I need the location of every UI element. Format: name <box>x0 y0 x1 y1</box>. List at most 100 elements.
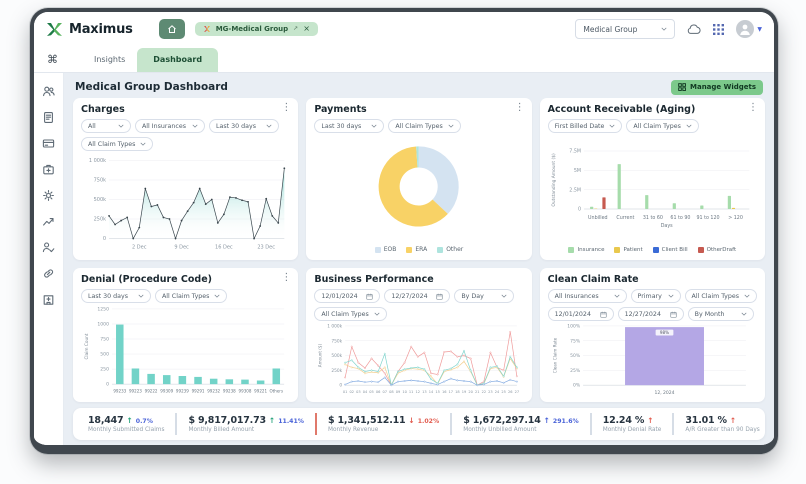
svg-text:99232: 99232 <box>207 389 220 394</box>
legend-item-eob[interactable]: EOB <box>374 246 396 253</box>
svg-text:15: 15 <box>436 390 441 394</box>
svg-text:250: 250 <box>100 367 109 373</box>
chevron-down-icon <box>448 124 454 128</box>
charges-chart[interactable]: 0 250k 500k 750k 1 000k 2 Dec 9 Dec 16 Dec 23 De… <box>81 151 290 254</box>
svg-text:31 to 60: 31 to 60 <box>643 215 663 221</box>
svg-text:1250: 1250 <box>97 307 109 313</box>
ar-aging-chart[interactable]: 0 2.5M 5M 7.5M Unbilled Current 31 to 60 61 to … <box>548 133 757 245</box>
user-check-icon[interactable] <box>42 241 55 254</box>
tab-insights[interactable]: Insights <box>94 54 126 64</box>
kebab-menu-icon[interactable]: ⋮ <box>281 272 292 283</box>
charges-filter-insurances[interactable]: All Insurances <box>135 119 205 133</box>
manage-widgets-button[interactable]: Manage Widgets <box>671 79 763 95</box>
denial-filter-claim-types[interactable]: All Claim Types <box>155 289 228 303</box>
svg-text:99223: 99223 <box>129 389 142 394</box>
legend-item-otherdraft[interactable]: OtherDraft <box>697 247 736 253</box>
document-icon[interactable] <box>42 111 55 124</box>
payments-filter-claim-types[interactable]: All Claim Types <box>388 119 461 133</box>
svg-text:2.5M: 2.5M <box>569 187 581 193</box>
kebab-menu-icon[interactable]: ⋮ <box>747 102 758 113</box>
payments-filters: Last 30 days All Claim Types <box>314 119 523 133</box>
svg-text:5M: 5M <box>574 168 581 174</box>
svg-text:02: 02 <box>350 390 355 394</box>
denial-filter-range[interactable]: Last 30 days <box>81 289 151 303</box>
chevron-down-icon <box>501 294 507 298</box>
settings-icon[interactable] <box>42 189 55 202</box>
apps-grid-button[interactable] <box>713 23 725 35</box>
svg-text:0: 0 <box>106 382 109 388</box>
user-avatar[interactable] <box>736 20 755 38</box>
svg-text:19: 19 <box>462 390 467 394</box>
legend-item-other[interactable]: Other <box>437 246 463 253</box>
svg-text:0%: 0% <box>573 383 581 389</box>
charges-filter-scope[interactable]: All <box>81 119 131 133</box>
ccr-date-from-input[interactable]: 12/01/2024 <box>547 307 614 321</box>
svg-text:61 to 90: 61 to 90 <box>670 215 690 221</box>
bp-filter-claim-types[interactable]: All Claim Types <box>314 307 387 321</box>
svg-text:21: 21 <box>475 390 480 394</box>
cloud-sync-button[interactable] <box>687 24 701 35</box>
svg-text:11: 11 <box>409 390 414 394</box>
tab-dashboard[interactable]: Dashboard <box>137 48 219 72</box>
legend-item-era[interactable]: ERA <box>406 246 427 253</box>
tab-close-icon[interactable]: × <box>303 24 310 33</box>
credit-card-icon[interactable] <box>42 137 55 150</box>
chevron-down-icon <box>214 294 220 298</box>
svg-text:750: 750 <box>100 337 109 343</box>
payments-donut-chart[interactable] <box>314 133 523 244</box>
svg-text:03: 03 <box>356 390 361 394</box>
ccr-filter-insurances[interactable]: All Insurances <box>547 289 627 303</box>
chevron-down-icon <box>609 124 615 128</box>
avatar-caret-icon[interactable]: ▼ <box>757 25 762 33</box>
ar-filters: First Billed Date All Claim Types <box>547 119 757 133</box>
calendar-icon <box>366 293 373 300</box>
svg-text:250k: 250k <box>94 217 107 223</box>
bp-date-to-input[interactable]: 12/27/2024 <box>384 289 451 303</box>
legend-swatch <box>568 247 575 253</box>
ar-legend: Insurance Patient Client Bill OtherDraft <box>548 245 757 254</box>
ar-chart-wrap: 0 2.5M 5M 7.5M Unbilled Current 31 to 60 61 to … <box>548 133 757 245</box>
link-icon[interactable] <box>42 267 55 280</box>
home-button[interactable] <box>158 19 185 39</box>
users-icon[interactable] <box>42 85 55 98</box>
widget-charges: Charges ⋮ All All Insurances Last 30 day… <box>73 98 299 260</box>
briefcase-icon[interactable] <box>42 163 55 176</box>
hospital-icon[interactable] <box>42 293 55 306</box>
charges-title: Charges <box>81 104 125 115</box>
legend-item-insurance[interactable]: Insurance <box>568 247 604 253</box>
svg-text:23 Dec: 23 Dec <box>257 245 275 251</box>
clean-claim-rate-chart[interactable]: 0% 25% 50% 75% 100% 98% 12, 2024 Clean Claim Ra… <box>548 321 757 396</box>
tab-open-icon[interactable]: ↗ <box>293 25 299 32</box>
organization-select[interactable]: Medical Group <box>575 19 676 39</box>
stat-ar-greater-90-days: 31.01 % ↑ A/R Greater than 90 Days <box>672 413 770 435</box>
ccr-chart-wrap: 0% 25% 50% 75% 100% 98% 12, 2024 Clean Claim Ra… <box>548 321 757 396</box>
legend-item-client-bill[interactable]: Client Bill <box>652 247 688 253</box>
charges-filter-claim-types[interactable]: All Claim Types <box>81 137 154 151</box>
trending-up-icon[interactable] <box>42 215 55 228</box>
svg-text:10: 10 <box>403 390 408 394</box>
bp-date-from-input[interactable]: 12/01/2024 <box>314 289 381 303</box>
svg-text:20: 20 <box>469 390 474 394</box>
ar-filter-claim-types[interactable]: All Claim Types <box>626 119 699 133</box>
widget-ar-aging: Account Receivable (Aging) ⋮ First Bille… <box>539 98 765 260</box>
charges-filter-range[interactable]: Last 30 days <box>209 119 279 133</box>
ar-filter-billed-date[interactable]: First Billed Date <box>547 119 623 133</box>
ccr-filter-interval[interactable]: By Month <box>687 307 754 321</box>
svg-text:Outstanding Amount ($): Outstanding Amount ($) <box>551 153 557 207</box>
person-icon <box>740 24 751 35</box>
payments-chart-wrap <box>314 133 523 244</box>
home-icon <box>167 25 176 33</box>
bp-filter-interval[interactable]: By Day <box>454 289 515 303</box>
payments-filter-range[interactable]: Last 30 days <box>314 119 385 133</box>
document-tab-medical-group[interactable]: MG-Medical Group ↗ × <box>194 22 318 36</box>
command-icon[interactable]: ⌘ <box>47 52 58 66</box>
ccr-filter-claim-types[interactable]: All Claim Types <box>684 289 757 303</box>
ccr-date-to-input[interactable]: 12/27/2024 <box>617 307 684 321</box>
svg-text:17: 17 <box>449 390 454 394</box>
kebab-menu-icon[interactable]: ⋮ <box>281 102 292 113</box>
kebab-menu-icon[interactable]: ⋮ <box>514 102 525 113</box>
legend-item-patient[interactable]: Patient <box>614 247 643 253</box>
ccr-filter-payer-level[interactable]: Primary <box>630 289 681 303</box>
